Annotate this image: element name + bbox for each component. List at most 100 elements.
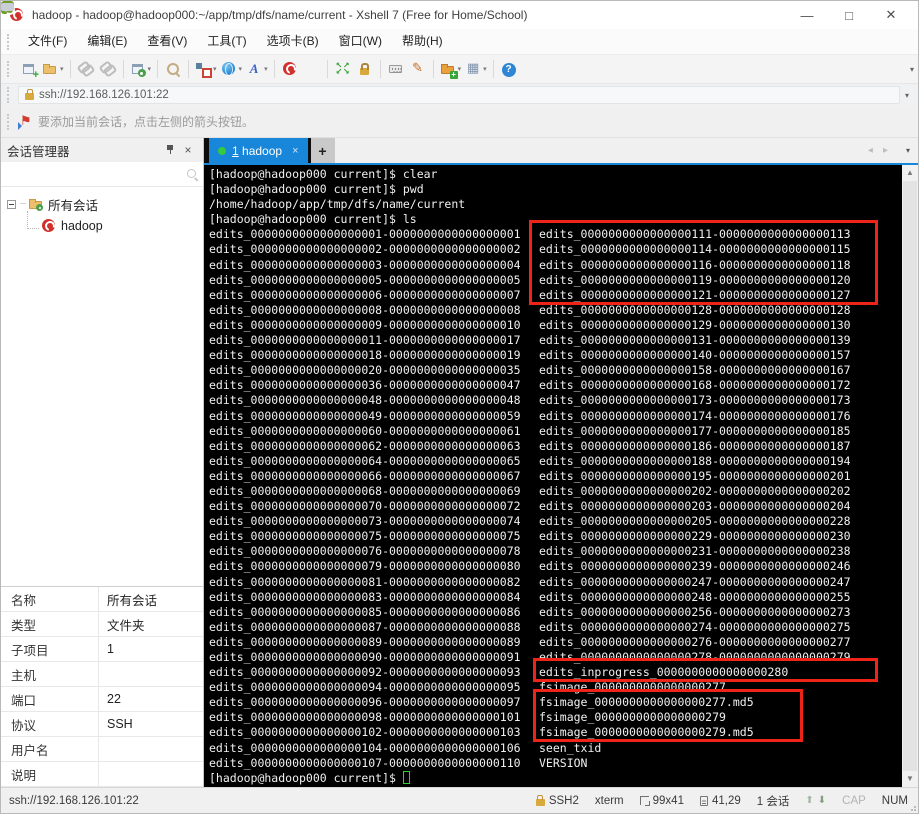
file-name: edits_0000000000000000036-00000000000000… (209, 378, 521, 393)
terminal-line: edits_0000000000000000011-00000000000000… (209, 333, 902, 348)
file-name: edits_0000000000000000020-00000000000000… (209, 363, 521, 378)
property-row: 主机 (1, 662, 203, 687)
file-name: edits_0000000000000000278-00000000000000… (539, 650, 851, 664)
file-name: edits_0000000000000000173-00000000000000… (539, 393, 851, 408)
search-input[interactable] (5, 165, 185, 183)
terminal-scrollbar[interactable]: ▲ ▼ (902, 165, 918, 787)
maximize-button[interactable]: □ (845, 7, 853, 23)
tree-expander-icon[interactable] (7, 199, 16, 209)
xshell-button[interactable] (279, 57, 301, 81)
tree-item-hadoop[interactable]: hadoop (1, 211, 203, 237)
highlight-pen-button[interactable]: ✎ (407, 57, 429, 81)
minimize-button[interactable]: — (800, 7, 814, 23)
tree-item-all-sessions[interactable]: ┄ 所有会话 (1, 193, 203, 215)
new-session-button[interactable]: + (18, 57, 40, 81)
tab-scroll-left-icon[interactable]: ◂ (867, 145, 873, 156)
status-url: ssh://192.168.126.101:22 (9, 794, 139, 807)
menu-item-4[interactable]: 选项卡(B) (266, 34, 319, 48)
address-dropdown-icon[interactable]: ▾ (904, 90, 909, 100)
file-name: edits_0000000000000000248-00000000000000… (539, 589, 851, 604)
drag-grip (7, 33, 12, 50)
property-label: 类型 (1, 612, 99, 636)
property-row: 名称 所有会话 (1, 587, 203, 612)
tab-scroll-right-icon[interactable]: ▸ (882, 145, 888, 156)
compose-button[interactable]: ▾ (193, 57, 219, 81)
property-row: 子项目 1 (1, 637, 203, 662)
file-name: edits_0000000000000000102-00000000000000… (209, 725, 521, 740)
open-session-icon (42, 61, 58, 77)
virtual-keyboard-button[interactable] (385, 57, 407, 81)
panel-close-button[interactable]: × (184, 143, 192, 157)
file-name: edits_0000000000000000140-00000000000000… (539, 348, 851, 363)
terminal-line: edits_0000000000000000092-00000000000000… (209, 665, 902, 680)
status-caps: CAP (842, 794, 866, 807)
terminal-line: edits_0000000000000000048-00000000000000… (209, 393, 902, 408)
session-search-row (1, 162, 203, 187)
property-row: 用户名 (1, 737, 203, 762)
file-name: edits_0000000000000000168-00000000000000… (539, 378, 851, 393)
menu-item-0[interactable]: 文件(F) (28, 34, 68, 48)
xshell-icon (282, 61, 298, 77)
find-button[interactable] (162, 57, 184, 81)
tab-list-dropdown-icon[interactable]: ▾ (905, 146, 910, 155)
tab-hadoop[interactable]: 1 hadoop × (209, 138, 308, 163)
encoding-button[interactable]: ▾ (219, 57, 245, 81)
toolbar-overflow-icon[interactable]: ▾ (909, 64, 914, 74)
scroll-up-icon[interactable]: ▲ (906, 168, 914, 177)
chat-button[interactable] (1, 3, 542, 81)
terminal-line: edits_0000000000000000081-00000000000000… (209, 575, 902, 590)
terminal-output[interactable]: [hadoop@hadoop000 current]$ clear [hadoop… (204, 165, 902, 787)
tab-close-icon[interactable]: × (292, 144, 299, 157)
terminal-line: edits_0000000000000000107-00000000000000… (209, 756, 902, 771)
folder-icon (28, 196, 44, 212)
resize-grip[interactable] (914, 809, 916, 811)
toolbar-separator (379, 60, 381, 78)
terminal-line: [hadoop@hadoop000 current]$ pwd (209, 182, 424, 197)
terminal-line: edits_0000000000000000079-00000000000000… (209, 559, 902, 574)
layout-button[interactable]: ▦ ▾ (466, 61, 487, 76)
tree-item-label: hadoop (61, 219, 103, 233)
drag-grip (7, 87, 12, 103)
file-name: edits_0000000000000000087-00000000000000… (209, 619, 521, 634)
address-field[interactable]: ssh://192.168.126.101:22 (18, 86, 900, 104)
session-properties-button[interactable]: ▾ (128, 57, 154, 81)
file-name: edits_0000000000000000274-00000000000000… (539, 619, 851, 634)
file-name: fsimage_0000000000000000277 (539, 680, 726, 695)
file-name: fsimage_0000000000000000279 (539, 710, 726, 725)
toolbar-separator (188, 60, 190, 78)
fullscreen-button[interactable]: ↖ ↗ ↙ ↘ (332, 57, 354, 81)
menu-item-5[interactable]: 窗口(W) (338, 34, 382, 48)
status-term-type[interactable]: xterm (594, 794, 624, 807)
lock-button[interactable] (354, 57, 376, 81)
new-tab-button[interactable]: + (310, 138, 335, 163)
file-name: edits_0000000000000000256-00000000000000… (539, 604, 851, 619)
disconnect-button[interactable] (75, 57, 97, 81)
session-tree: ┄ 所有会话 hadoop (1, 187, 203, 586)
reconnect-button[interactable] (97, 57, 119, 81)
close-button[interactable]: ✕ (885, 7, 897, 22)
pin-button[interactable] (161, 143, 179, 158)
scroll-down-icon[interactable]: ▼ (906, 774, 914, 783)
menu-item-3[interactable]: 工具(T) (207, 34, 247, 48)
pin-icon (164, 143, 176, 155)
terminal-line: edits_0000000000000000090-00000000000000… (209, 650, 902, 665)
terminal-line: edits_0000000000000000008-00000000000000… (209, 303, 902, 318)
terminal-line: edits_0000000000000000104-00000000000000… (209, 741, 902, 756)
new-file-button[interactable]: + ▾ (438, 57, 464, 81)
help-button[interactable]: ? (498, 57, 520, 81)
terminal-line: edits_0000000000000000036-00000000000000… (209, 378, 902, 393)
scrollbar-thumb[interactable] (903, 181, 917, 771)
menu-item-1[interactable]: 编辑(E) (87, 34, 128, 48)
terminal-line: edits_0000000000000000001-00000000000000… (209, 227, 902, 242)
terminal-line: edits_0000000000000000098-00000000000000… (209, 710, 902, 725)
menu-item-2[interactable]: 查看(V) (147, 34, 188, 48)
file-name: edits_0000000000000000092-00000000000000… (209, 665, 521, 680)
property-label: 名称 (1, 587, 99, 611)
toolbar-separator (157, 60, 159, 78)
reconnect-icon (100, 61, 116, 77)
terminal-line: [hadoop@hadoop000 current]$ ls (209, 212, 417, 227)
font-button[interactable]: A ▾ (244, 57, 270, 81)
menu-item-6[interactable]: 帮助(H) (401, 34, 443, 48)
open-session-button[interactable]: ▾ (40, 57, 66, 81)
xftp-button[interactable] (1, 1, 323, 81)
